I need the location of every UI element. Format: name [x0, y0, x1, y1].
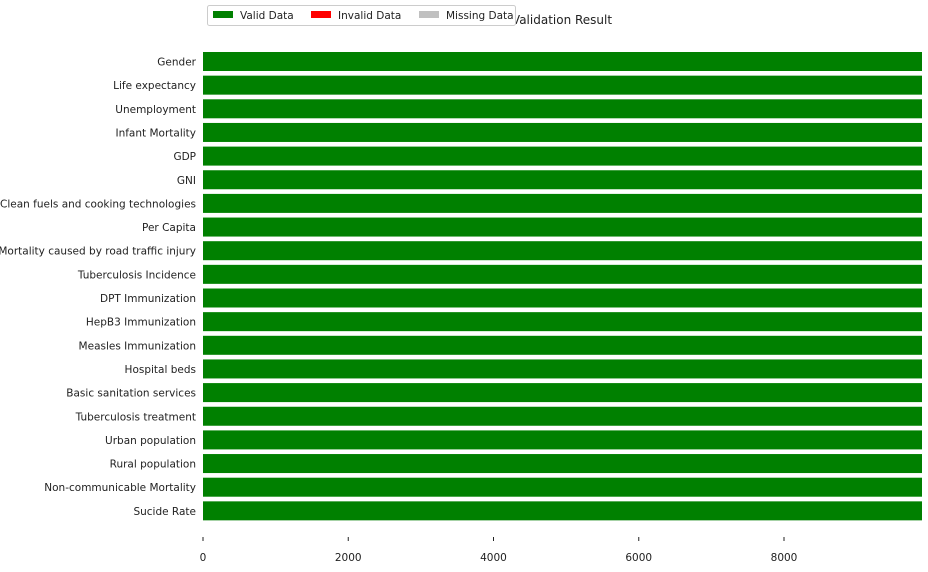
legend-frame [207, 5, 516, 26]
category-label: Rural population [110, 459, 196, 471]
category-labels: Gender Life expectancy Unemployment Infant … [0, 57, 197, 518]
x-tick-label: 6000 [625, 552, 652, 564]
category-label: Gender [157, 57, 196, 69]
category-label: Infant Mortality [115, 127, 196, 139]
bar-valid-data [203, 383, 922, 403]
bar-valid-data [203, 454, 922, 474]
category-label: Sucide Rate [133, 506, 196, 518]
bar-valid-data [203, 146, 922, 166]
category-label: Clean fuels and cooking technologies [0, 198, 196, 210]
bar-valid-data [203, 52, 922, 71]
category-label: Urban population [105, 435, 196, 447]
bar-valid-data [203, 217, 922, 237]
category-label: Non-communicable Mortality [44, 482, 196, 494]
category-label: DPT Immunization [100, 293, 196, 305]
category-label: Tuberculosis Incidence [77, 269, 196, 281]
bar-valid-data [203, 406, 922, 426]
bar-valid-data [203, 193, 922, 213]
x-tick-label: 0 [200, 552, 207, 564]
bar-valid-data [203, 241, 922, 261]
category-label: Basic sanitation services [66, 388, 196, 400]
category-label: Unemployment [115, 104, 196, 116]
bar-valid-data [203, 170, 922, 190]
bar-valid-data [203, 501, 922, 521]
category-label: Measles Immunization [79, 340, 196, 352]
legend: Valid Data Invalid Data Missing Data [207, 5, 516, 26]
category-label: Hospital beds [125, 364, 196, 376]
legend-label: Valid Data [240, 10, 294, 22]
legend-label: Missing Data [446, 10, 514, 22]
legend-swatch [311, 11, 331, 18]
category-label: Per Capita [142, 222, 196, 234]
category-label: GNI [177, 175, 196, 187]
category-label: GDP [173, 151, 196, 163]
bar-valid-data [203, 477, 922, 497]
bars-layer [203, 52, 922, 521]
x-tick-label: 2000 [335, 552, 362, 564]
bar-valid-data [203, 75, 922, 95]
x-tick-label: 8000 [771, 552, 798, 564]
legend-swatch [419, 11, 439, 18]
category-label: HepB3 Immunization [86, 317, 196, 329]
category-label: Tuberculosis treatment [75, 411, 196, 423]
category-label: Life expectancy [113, 80, 196, 92]
bar-valid-data [203, 359, 922, 379]
bar-valid-data [203, 430, 922, 450]
legend-swatch [213, 11, 233, 18]
x-axis: 0 2000 4000 6000 8000 [200, 537, 798, 564]
bar-valid-data [203, 99, 922, 119]
bar-valid-data [203, 335, 922, 355]
bar-valid-data [203, 288, 922, 308]
bar-valid-data [203, 312, 922, 332]
legend-label: Invalid Data [338, 10, 401, 22]
bar-valid-data [203, 264, 922, 284]
bar-valid-data [203, 122, 922, 142]
category-label: Mortality caused by road traffic injury [0, 246, 196, 258]
chart-title: Validation Result [512, 13, 612, 27]
x-tick-label: 4000 [480, 552, 507, 564]
